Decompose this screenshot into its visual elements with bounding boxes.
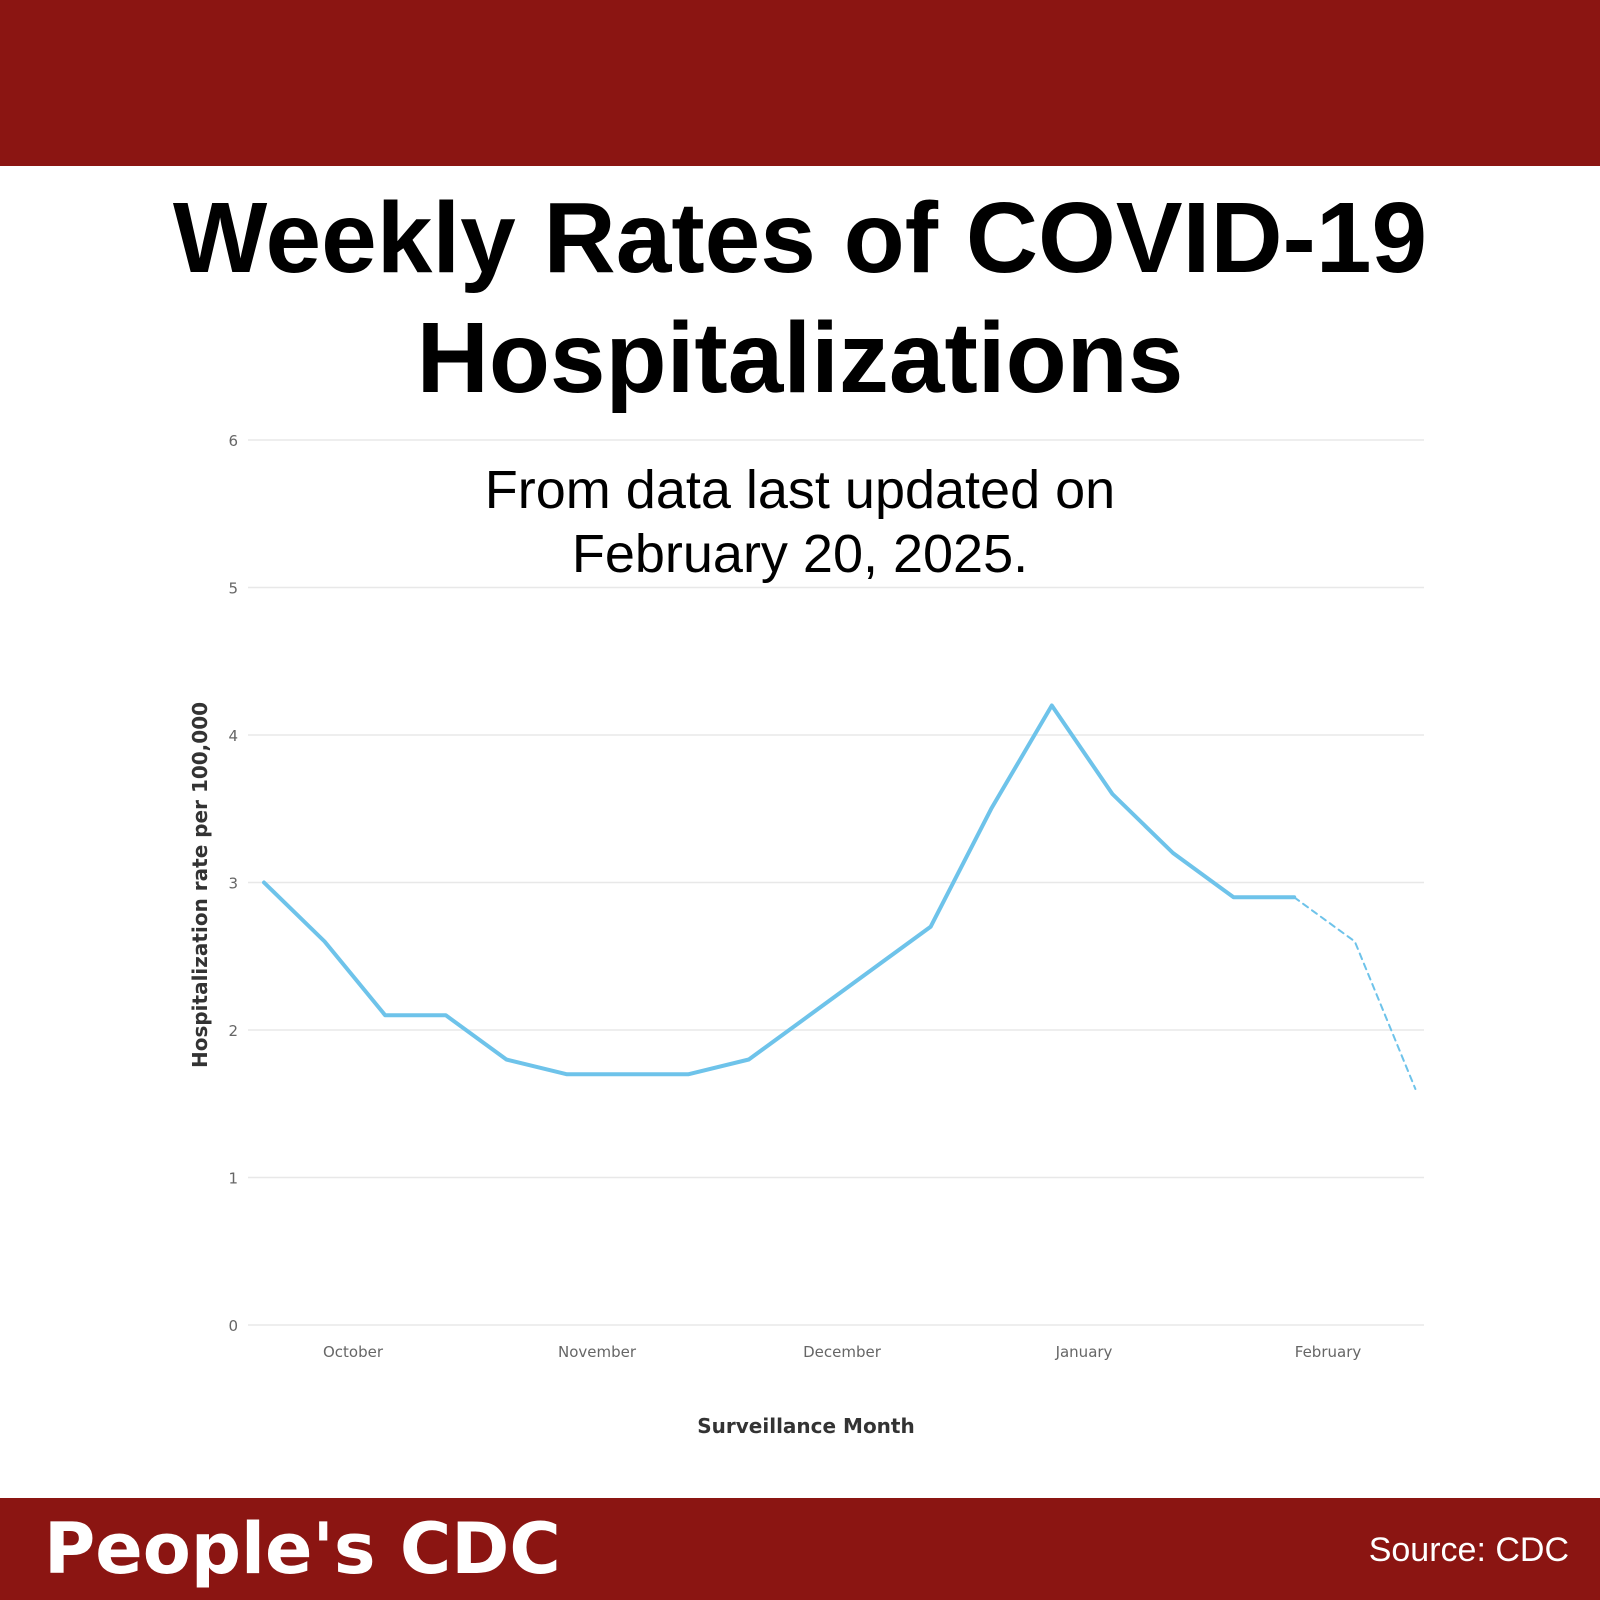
y-axis-title: Hospitalization rate per 100,000 (188, 702, 212, 1068)
y-tick-label: 2 (228, 1022, 238, 1040)
x-axis-title: Surveillance Month (697, 1414, 914, 1438)
title-line-1: Weekly Rates of COVID-19 (172, 182, 1428, 294)
y-tick-labels: 0 1 2 3 4 5 6 (228, 432, 238, 1335)
x-tick-label: October (323, 1343, 384, 1361)
x-tick-label: January (1055, 1343, 1113, 1361)
brand-logo: People's CDC (44, 1508, 561, 1590)
y-tick-label: 4 (228, 727, 238, 745)
series-line-dashed (1293, 896, 1417, 1090)
gridlines (248, 439, 1424, 1326)
top-band (0, 0, 1600, 166)
y-tick-label: 6 (228, 432, 238, 450)
y-tick-label: 1 (228, 1170, 238, 1188)
subtitle-line-2: February 20, 2025. (571, 524, 1029, 584)
y-tick-label: 5 (228, 580, 238, 598)
source-credit: Source: CDC (1368, 1531, 1569, 1569)
y-tick-label: 3 (228, 875, 238, 893)
y-tick-label: 0 (228, 1317, 238, 1335)
bottom-band (0, 1498, 1600, 1600)
line-chart: 0 1 2 3 4 5 6 October November December January Fe… (188, 432, 1424, 1438)
title-line-2: Hospitalizations (416, 302, 1184, 414)
x-tick-label: November (558, 1343, 637, 1361)
subtitle-line-1: From data last updated on (484, 460, 1116, 520)
series-line (262, 703, 1297, 1077)
x-tick-label: December (803, 1343, 882, 1361)
chart-subtitle: From data last updated on February 20, 2… (0, 458, 1600, 586)
x-tick-label: February (1295, 1343, 1362, 1361)
x-tick-labels: October November December January February (323, 1343, 1361, 1361)
series (262, 703, 1417, 1090)
page-title: Weekly Rates of COVID-19 Hospitalization… (0, 178, 1600, 418)
